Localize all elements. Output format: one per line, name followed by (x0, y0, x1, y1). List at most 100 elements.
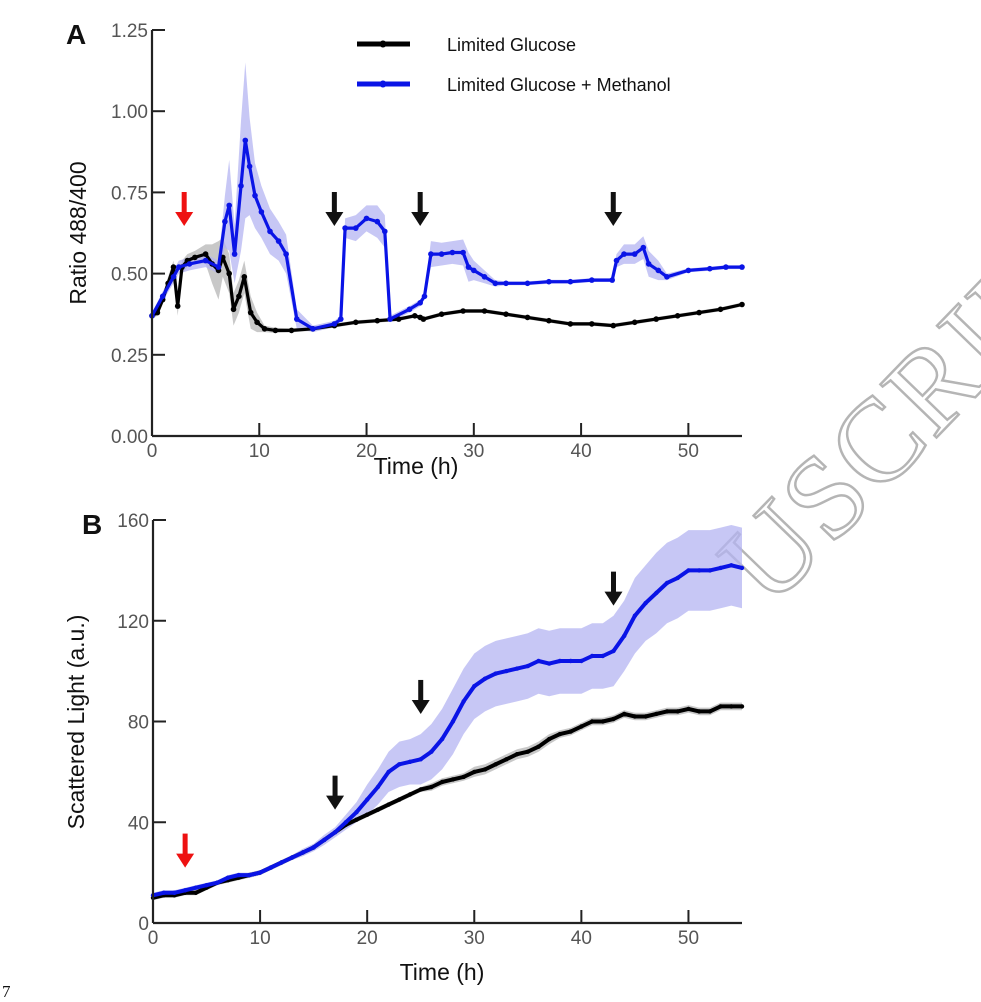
data-point-methanol (631, 251, 638, 257)
data-point-limited-glucose (482, 767, 488, 772)
data-point-methanol (279, 860, 284, 865)
data-point-limited-glucose (524, 314, 531, 321)
data-point-methanol (465, 264, 472, 270)
data-point-limited-glucose (525, 749, 530, 754)
data-point-methanol (589, 653, 595, 659)
data-point-limited-glucose (739, 301, 745, 308)
data-point-methanol (655, 267, 662, 274)
data-point-limited-glucose (696, 309, 702, 316)
data-point-limited-glucose (353, 319, 359, 326)
data-point-limited-glucose (226, 270, 232, 277)
data-point-methanol (311, 845, 316, 850)
black-arrow-down-icon (326, 775, 345, 810)
data-point-limited-glucose (439, 779, 445, 785)
data-point-methanol (547, 661, 552, 666)
data-point-methanol (382, 228, 388, 235)
data-point-methanol (387, 316, 393, 322)
data-point-methanol (643, 600, 648, 606)
panel-a-y-axis-title: Ratio 488/400 (65, 161, 91, 304)
y-tick-label: 0.00 (111, 427, 148, 448)
data-point-methanol (246, 163, 253, 170)
legend-item-limited-glucose: Limited Glucose (357, 35, 576, 55)
data-point-limited-glucose (622, 711, 627, 717)
data-point-methanol (417, 300, 424, 306)
data-point-limited-glucose (643, 714, 648, 719)
data-point-methanol (226, 202, 232, 209)
data-point-limited-glucose (654, 711, 659, 717)
data-point-methanol (159, 293, 166, 300)
data-point-methanol (449, 249, 456, 256)
data-point-methanol (193, 885, 198, 890)
data-point-methanol (407, 759, 413, 764)
data-point-methanol (622, 633, 627, 639)
data-point-methanol (406, 306, 413, 313)
data-point-methanol (215, 880, 220, 885)
data-point-methanol (294, 316, 300, 322)
data-point-methanol (342, 225, 348, 231)
data-point-methanol (386, 769, 391, 775)
data-point-limited-glucose (631, 319, 638, 326)
data-point-limited-glucose (429, 784, 434, 790)
data-point-methanol (492, 280, 499, 287)
data-point-methanol (739, 264, 745, 270)
data-point-methanol (557, 658, 563, 664)
data-point-methanol (438, 251, 445, 257)
data-point-methanol (202, 257, 209, 264)
data-point-limited-glucose (493, 762, 498, 767)
legend-marker-methanol (379, 80, 387, 88)
x-tick-label: 20 (357, 928, 378, 949)
panel-b-letter: B (82, 509, 102, 540)
x-tick-label: 30 (464, 928, 485, 949)
panel-a-x-axis-title: Time (h) (374, 453, 459, 479)
data-point-methanol (225, 875, 231, 880)
panel-b-y-axis-title: Scattered Light (a.u.) (63, 615, 89, 830)
x-tick-label: 0 (147, 441, 158, 462)
data-point-limited-glucose (686, 706, 691, 712)
data-point-methanol (332, 830, 338, 835)
data-point-methanol (718, 565, 723, 571)
data-point-methanol (283, 251, 289, 257)
y-tick-label: 40 (128, 813, 149, 834)
data-point-limited-glucose (202, 251, 209, 257)
data-point-limited-glucose (611, 716, 616, 722)
data-point-methanol (546, 278, 552, 285)
data-point-methanol (613, 257, 620, 264)
data-point-methanol (460, 249, 466, 256)
data-point-methanol (354, 810, 359, 815)
y-tick-label: 0.75 (111, 183, 148, 204)
data-point-limited-glucose (632, 714, 638, 719)
legend-item-methanol: Limited Glucose + Methanol (357, 75, 671, 95)
data-point-limited-glucose (412, 313, 418, 319)
data-point-methanol (611, 648, 616, 654)
data-point-methanol (170, 274, 177, 280)
x-tick-label: 40 (571, 441, 592, 462)
data-point-methanol (257, 870, 263, 875)
x-tick-label: 10 (249, 441, 270, 462)
data-point-methanol (186, 261, 193, 267)
data-point-methanol (609, 277, 615, 283)
data-point-limited-glucose (653, 316, 659, 322)
data-point-limited-glucose (547, 736, 552, 742)
data-point-limited-glucose (504, 757, 509, 762)
data-point-methanol (504, 668, 509, 674)
data-point-methanol (723, 264, 729, 270)
red-arrow-down-icon (176, 833, 195, 868)
data-point-limited-glucose (450, 777, 456, 782)
data-point-methanol (428, 251, 434, 257)
data-point-limited-glucose (481, 308, 488, 314)
data-point-limited-glucose (579, 724, 584, 729)
data-point-limited-glucose (374, 317, 381, 324)
data-point-limited-glucose (192, 254, 198, 261)
data-point-limited-glucose (600, 719, 605, 724)
x-tick-label: 50 (678, 928, 699, 949)
data-point-limited-glucose (261, 326, 268, 332)
panel-b-confidence-bands (153, 525, 742, 901)
data-point-methanol (621, 251, 627, 257)
data-point-limited-glucose (697, 709, 702, 714)
data-point-methanol (450, 719, 456, 724)
data-point-methanol (247, 872, 252, 878)
data-point-methanol (686, 568, 691, 573)
data-point-methanol (632, 613, 638, 618)
data-point-methanol (242, 137, 249, 144)
